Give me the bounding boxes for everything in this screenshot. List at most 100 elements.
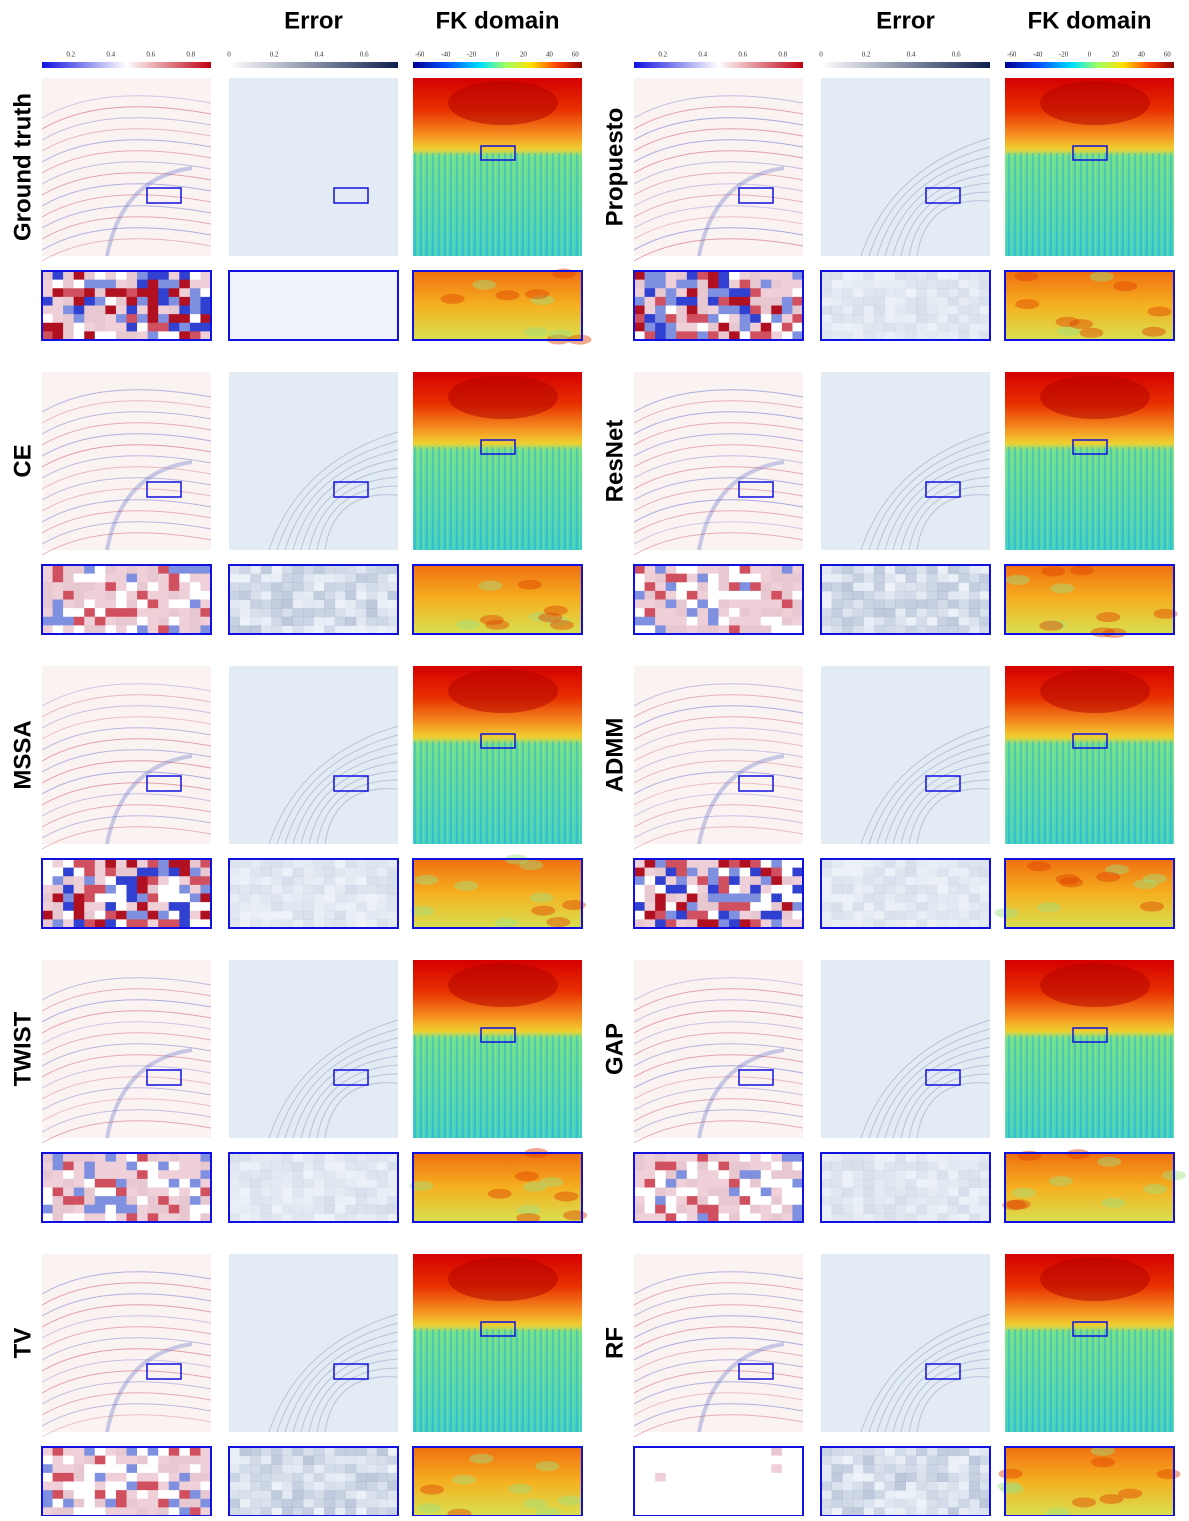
zoom-cell xyxy=(95,859,106,868)
zoom-cell xyxy=(655,911,666,920)
zoom-cell xyxy=(761,1464,772,1473)
colorbar-tick-label: 40 xyxy=(1138,51,1146,59)
zoom-cell xyxy=(63,306,74,315)
fk-zoom-blob xyxy=(1079,328,1103,338)
zoom-cell xyxy=(169,565,180,574)
zoom-cell xyxy=(750,1170,761,1179)
fk-zoom-blob xyxy=(494,918,518,928)
zoom-cell xyxy=(771,911,782,920)
zoom-cell xyxy=(666,911,677,920)
zoom-cell xyxy=(105,1170,116,1179)
zoom-cell xyxy=(42,288,53,297)
zoom-cell xyxy=(137,591,148,600)
zoom-cell xyxy=(169,876,180,885)
zoom-cell xyxy=(95,617,106,626)
zoom-cell xyxy=(179,1473,190,1482)
zoom-cell xyxy=(148,859,159,868)
zoom-cell xyxy=(676,1170,687,1179)
zoom-cell xyxy=(676,876,687,885)
zoom-cell xyxy=(740,859,751,868)
zoom-cell xyxy=(137,1188,148,1197)
zoom-cell xyxy=(74,608,85,617)
fk-energy xyxy=(1040,963,1150,1007)
zoom-cell xyxy=(42,1456,53,1465)
zoom-cell xyxy=(190,876,201,885)
zoom-cell xyxy=(158,288,169,297)
zoom-cell xyxy=(697,1179,708,1188)
zoom-cell xyxy=(740,885,751,894)
colorbar-tick-label: 0.4 xyxy=(907,51,916,59)
zoom-cell xyxy=(74,1153,85,1162)
zoom-cell xyxy=(74,876,85,885)
zoom-cell xyxy=(169,280,180,289)
zoom-cell xyxy=(42,591,53,600)
zoom-cell xyxy=(750,600,761,609)
zoom-cell xyxy=(84,1205,95,1214)
fk-zoom-blob xyxy=(480,615,504,625)
fk-zoom-blob xyxy=(1037,902,1061,912)
zoom-cell xyxy=(687,314,698,323)
zoom-cell xyxy=(729,1179,740,1188)
zoom-cell xyxy=(792,1456,803,1465)
zoom-cell xyxy=(148,1179,159,1188)
zoom-cell xyxy=(708,894,719,903)
zoom-cell xyxy=(719,1447,730,1456)
zoom-cell xyxy=(105,574,116,583)
zoom-cell xyxy=(708,565,719,574)
zoom-cell xyxy=(200,1205,211,1214)
zoom-cell xyxy=(666,1188,677,1197)
zoom-cell xyxy=(645,859,656,868)
zoom-cell xyxy=(53,582,64,591)
zoom-cell xyxy=(158,574,169,583)
zoom-cell xyxy=(42,868,53,877)
zoom-cell xyxy=(719,617,730,626)
fk-zoom-blob xyxy=(441,294,465,304)
zoom-cell xyxy=(63,1499,74,1508)
zoom-cell xyxy=(116,885,127,894)
zoom-cell xyxy=(750,1473,761,1482)
zoom-cell xyxy=(771,1499,782,1508)
zoom-cell xyxy=(53,1188,64,1197)
zoom-cell xyxy=(740,271,751,280)
colorbar-tick-label: 0.8 xyxy=(186,51,195,59)
zoom-background xyxy=(229,565,398,634)
zoom-cell xyxy=(63,314,74,323)
zoom-cell xyxy=(190,1196,201,1205)
zoom-cell xyxy=(729,1153,740,1162)
zoom-cell xyxy=(719,1464,730,1473)
zoom-cell xyxy=(782,1507,793,1516)
zoom-cell xyxy=(127,617,138,626)
zoom-cell xyxy=(782,297,793,306)
zoom-cell xyxy=(137,608,148,617)
zoom-cell xyxy=(792,911,803,920)
zoom-cell xyxy=(719,1482,730,1491)
zoom-cell xyxy=(74,1456,85,1465)
zoom-cell xyxy=(634,314,645,323)
zoom-row xyxy=(634,565,1178,638)
zoom-cell xyxy=(771,617,782,626)
zoom-cell xyxy=(729,1473,740,1482)
zoom-cell xyxy=(645,582,656,591)
zoom-cell xyxy=(169,288,180,297)
zoom-cell xyxy=(676,574,687,583)
zoom-cell xyxy=(697,306,708,315)
zoom-cell xyxy=(190,1447,201,1456)
zoom-cell xyxy=(792,876,803,885)
zoom-cell xyxy=(645,1188,656,1197)
zoom-cell xyxy=(179,314,190,323)
fk-zoom-blob xyxy=(1039,621,1063,631)
zoom-cell xyxy=(687,1464,698,1473)
zoom-cell xyxy=(761,859,772,868)
zoom-cell xyxy=(137,314,148,323)
zoom-cell xyxy=(137,902,148,911)
zoom-cell xyxy=(116,876,127,885)
fk-energy xyxy=(448,1257,558,1301)
zoom-cell xyxy=(645,1196,656,1205)
zoom-cell xyxy=(750,894,761,903)
zoom-cell xyxy=(179,1196,190,1205)
zoom-cell xyxy=(719,591,730,600)
zoom-cell xyxy=(63,1162,74,1171)
zoom-cell xyxy=(792,885,803,894)
error-image xyxy=(229,1254,398,1432)
zoom-cell xyxy=(158,1456,169,1465)
